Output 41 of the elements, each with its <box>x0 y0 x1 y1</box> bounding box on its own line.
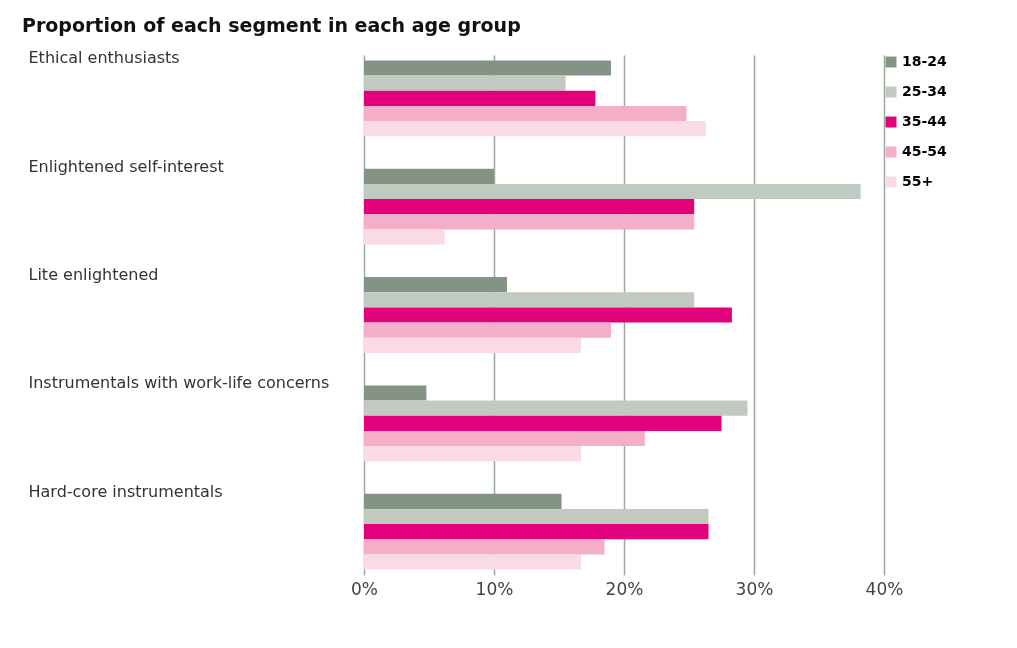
bar <box>364 337 582 353</box>
bar <box>364 121 706 137</box>
y-tick-label: Enlightened self-interest <box>28 156 224 176</box>
bar <box>364 385 427 401</box>
bar <box>364 307 732 323</box>
legend-label: 25-34 <box>902 83 948 99</box>
x-tick-label: 0% <box>351 578 378 599</box>
bar <box>364 430 645 447</box>
bar <box>364 539 605 555</box>
bar <box>364 292 695 308</box>
y-tick-label: Hard-core instrumentals <box>28 481 223 501</box>
bar <box>364 75 566 91</box>
bar <box>364 415 722 431</box>
bar <box>364 60 611 76</box>
bar <box>364 105 687 122</box>
y-tick-label: Lite enlightened <box>28 265 159 284</box>
x-tick-label: 20% <box>605 578 644 599</box>
bar <box>364 508 709 525</box>
bar <box>364 322 611 338</box>
bar <box>364 524 709 540</box>
bar <box>364 554 582 570</box>
x-tick-label: 40% <box>865 578 904 599</box>
legend-label: 55+ <box>902 173 934 189</box>
legend-label: 45-54 <box>902 143 948 159</box>
legend-label: 35-44 <box>902 113 948 129</box>
bar <box>364 400 748 416</box>
bar <box>364 214 695 230</box>
bar <box>364 229 445 245</box>
x-tick-label: 10% <box>475 578 514 599</box>
bar <box>364 199 695 215</box>
chart-title: Proportion of each segment in each age group <box>22 13 521 36</box>
bar <box>364 493 562 509</box>
legend-label: 18-24 <box>902 53 948 69</box>
bar <box>364 90 596 106</box>
bar <box>364 446 582 462</box>
bar <box>364 183 861 200</box>
bar <box>364 277 507 293</box>
y-tick-label: Ethical enthusiasts <box>28 48 180 68</box>
x-tick-label: 30% <box>735 578 774 599</box>
y-tick-label: Instrumentals with work-life concerns <box>28 373 330 393</box>
bar <box>364 168 494 184</box>
